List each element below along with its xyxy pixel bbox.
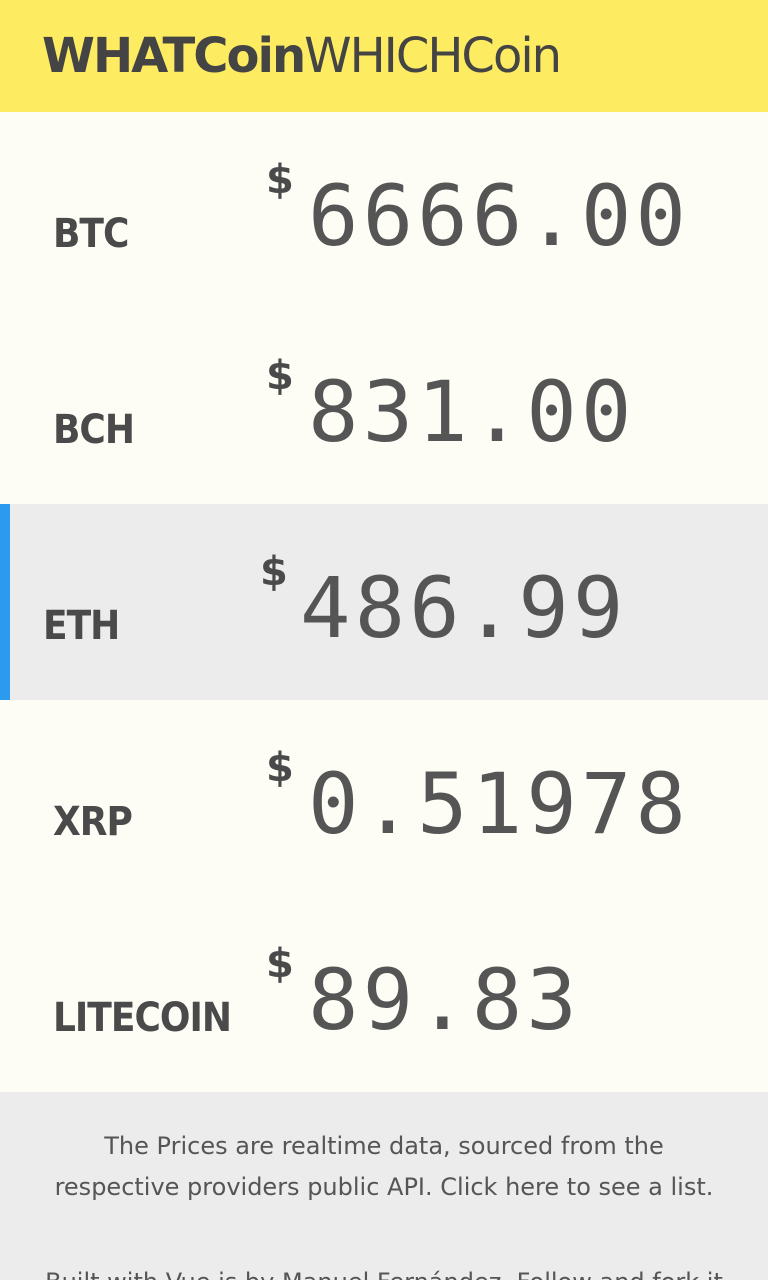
data-source-note: The Prices are realtime data, sourced fr… [40, 1126, 728, 1208]
credit-text: Built with Vue.js by Manuel Fernández. F… [40, 1262, 728, 1280]
coin-symbol: BTC [53, 211, 129, 257]
coin-price-list: BTC $ 6666.00 BCH $ 831.00 ETH $ 486.99 … [0, 112, 768, 1092]
brand-light-text: WHICHCoin [304, 28, 562, 84]
selected-indicator [0, 504, 10, 700]
footer: The Prices are realtime data, sourced fr… [0, 1092, 768, 1280]
currency-sign: $ [266, 941, 294, 987]
coin-symbol: LITECOIN [53, 995, 232, 1041]
data-source-text: The Prices are realtime data, sourced fr… [54, 1132, 664, 1201]
coin-price: 831.00 [308, 363, 636, 461]
currency-sign: $ [266, 157, 294, 203]
coin-symbol: BCH [53, 407, 135, 453]
coin-row-btc[interactable]: BTC $ 6666.00 [0, 112, 768, 308]
currency-sign: $ [266, 745, 294, 791]
coin-price: 89.83 [308, 951, 581, 1049]
brand-logo[interactable]: WHATCoinWHICHCoin [42, 26, 562, 86]
coin-row-eth[interactable]: ETH $ 486.99 [0, 504, 768, 700]
coin-row-xrp[interactable]: XRP $ 0.51978 [0, 700, 768, 896]
app-header: WHATCoinWHICHCoin [0, 0, 768, 112]
provider-list-link[interactable]: Click here to see a list. [440, 1173, 714, 1201]
coin-price: 486.99 [300, 559, 628, 657]
coin-symbol: ETH [43, 603, 120, 649]
coin-row-bch[interactable]: BCH $ 831.00 [0, 308, 768, 504]
coin-price: 0.51978 [308, 755, 691, 853]
currency-sign: $ [266, 353, 294, 399]
brand-bold-text: WHATCoin [42, 28, 306, 84]
currency-sign: $ [260, 549, 288, 595]
coin-symbol: XRP [53, 799, 133, 845]
coin-price: 6666.00 [308, 167, 691, 265]
coin-row-litecoin[interactable]: LITECOIN $ 89.83 [0, 896, 768, 1092]
